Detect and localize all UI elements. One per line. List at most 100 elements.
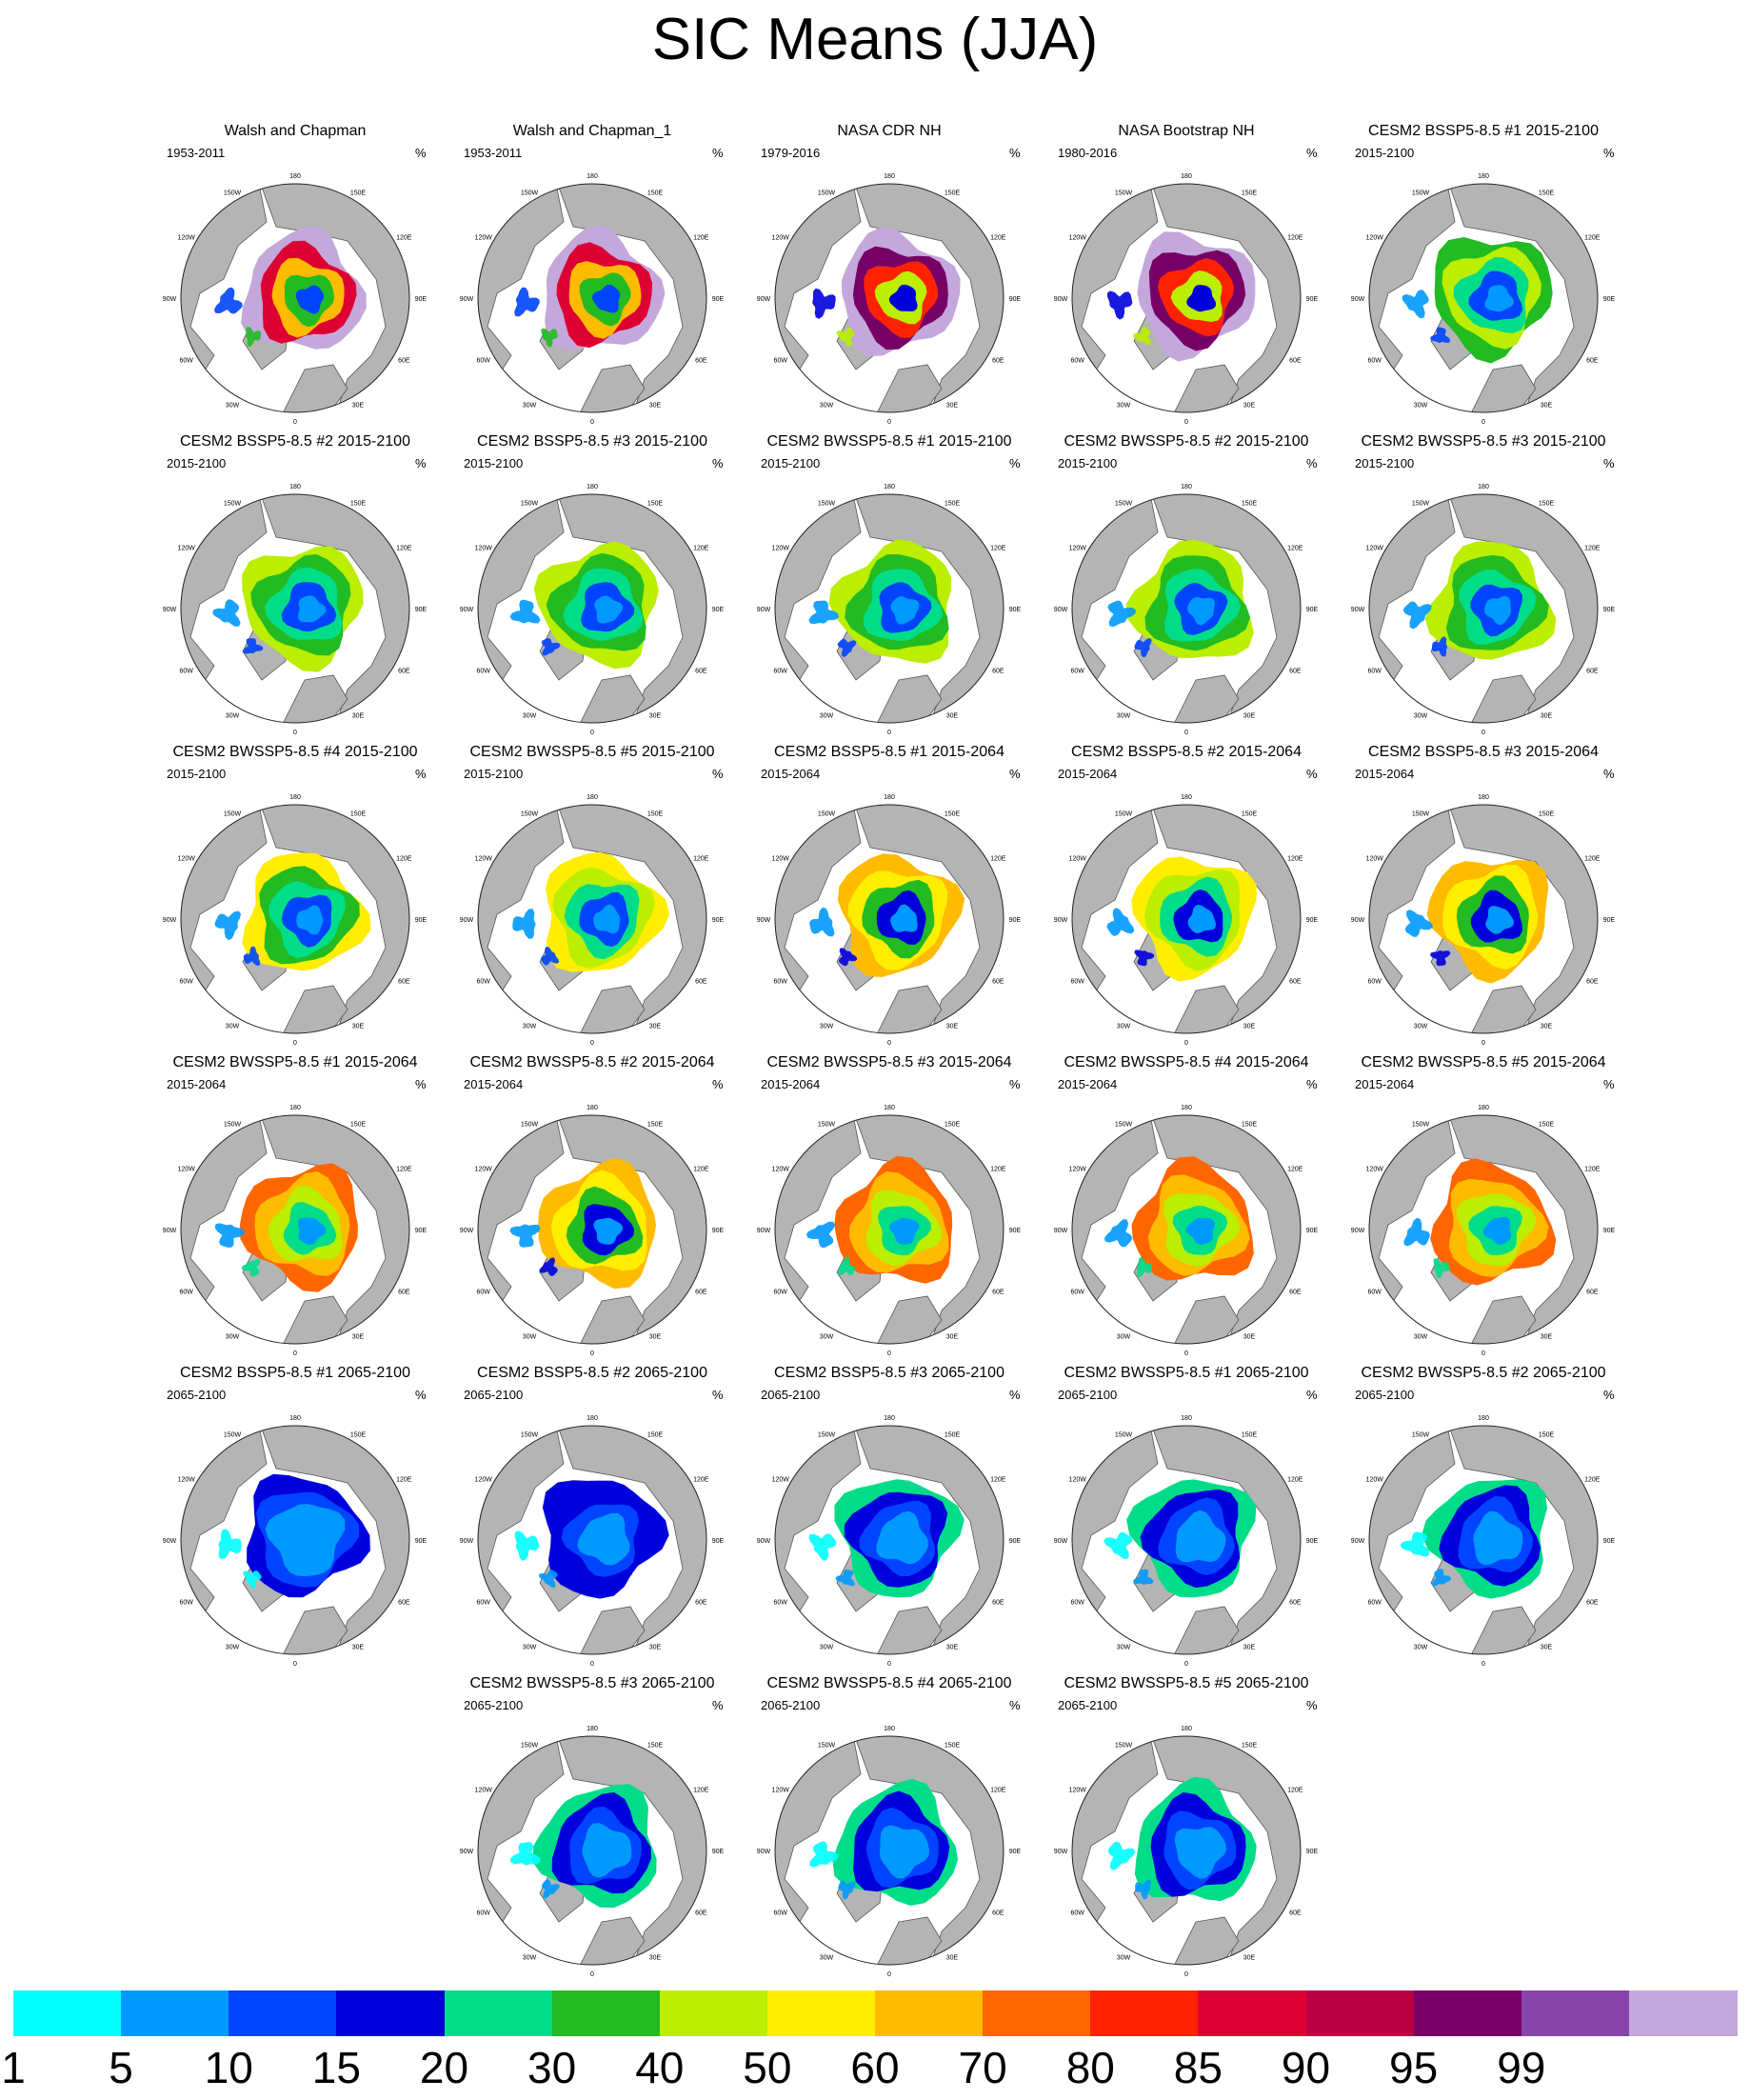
- longitude-label: 90E: [1009, 1538, 1022, 1545]
- longitude-label: 90W: [757, 607, 771, 613]
- longitude-label: 150W: [1115, 810, 1133, 817]
- longitude-label: 90W: [1351, 296, 1365, 303]
- panel-period: 2015-2064: [761, 1077, 821, 1091]
- longitude-label: 90E: [1603, 917, 1616, 924]
- longitude-label: 60W: [773, 1910, 787, 1917]
- panel-period: 2065-2100: [464, 1388, 524, 1402]
- longitude-label: 0: [1184, 1971, 1188, 1978]
- panel-period: 1953-2011: [464, 146, 523, 160]
- longitude-label: 90W: [163, 607, 177, 613]
- longitude-label: 90W: [163, 1538, 177, 1545]
- panel-title: CESM2 BWSSP5-8.5 #5 2015-2064: [1361, 1054, 1606, 1070]
- longitude-label: 120W: [475, 856, 493, 863]
- longitude-label: 120E: [693, 1788, 709, 1794]
- longitude-label: 30E: [946, 403, 959, 410]
- longitude-label: 120W: [772, 1477, 790, 1484]
- panel-period: 1953-2011: [167, 146, 226, 160]
- map-panel: CESM2 BSSP5-8.5 #1 2015-2064 2015-2064% 18…: [746, 743, 1032, 1047]
- longitude-label: 30W: [1414, 403, 1428, 410]
- polar-stereographic-map: 180 150E 120E 90E 60E 30E 0 30W 60W 90W 120W 150W: [460, 1105, 725, 1357]
- longitude-label: 60E: [398, 358, 410, 365]
- longitude-label: 0: [1482, 1040, 1485, 1047]
- panel-unit: %: [1603, 1077, 1615, 1091]
- longitude-label: 30W: [523, 1645, 537, 1651]
- longitude-label: 90E: [415, 607, 428, 613]
- longitude-label: 0: [590, 730, 594, 736]
- longitude-label: 120W: [1366, 235, 1384, 242]
- longitude-label: 120W: [772, 1167, 790, 1173]
- longitude-label: 0: [590, 1040, 594, 1047]
- map-panel: CESM2 BWSSP5-8.5 #1 2015-2064 2015-2064% 1…: [152, 1053, 438, 1357]
- longitude-label: 30W: [226, 403, 240, 410]
- longitude-label: 120E: [990, 1167, 1006, 1173]
- longitude-label: 180: [1478, 484, 1489, 490]
- colorbar-label: 30: [527, 2043, 577, 2092]
- map-panel: CESM2 BWSSP5-8.5 #4 2065-2100 2065-2100% 1…: [746, 1674, 1032, 1978]
- map-panel: CESM2 BWSSP5-8.5 #2 2015-2064 2015-2064% 1…: [449, 1053, 735, 1357]
- longitude-label: 60E: [1586, 358, 1599, 365]
- longitude-label: 150E: [1539, 810, 1555, 817]
- polar-stereographic-map: 180 150E 120E 90E 60E 30E 0 30W 60W 90W 120W 150W: [1351, 1415, 1616, 1668]
- longitude-label: 0: [293, 1350, 297, 1357]
- longitude-label: 120W: [178, 856, 196, 863]
- longitude-label: 90E: [1603, 1538, 1616, 1545]
- longitude-label: 90W: [1351, 1228, 1365, 1234]
- longitude-label: 30W: [523, 1024, 537, 1030]
- panel-unit: %: [1603, 456, 1615, 470]
- longitude-label: 60W: [1070, 1910, 1084, 1917]
- panel-title: CESM2 BSSP5-8.5 #3 2015-2100: [477, 433, 707, 450]
- longitude-label: 120E: [1287, 235, 1303, 242]
- panel-period: 2065-2100: [761, 1698, 821, 1712]
- panel-title: CESM2 BWSSP5-8.5 #2 2015-2064: [469, 1054, 715, 1070]
- longitude-label: 150E: [1242, 500, 1258, 507]
- longitude-label: 60W: [476, 1600, 490, 1607]
- colorbar-swatch: [983, 1990, 1091, 2036]
- longitude-label: 60W: [476, 669, 490, 675]
- longitude-label: 120W: [475, 546, 493, 552]
- longitude-label: 60W: [1367, 1600, 1382, 1607]
- longitude-label: 0: [887, 1350, 891, 1357]
- map-panel: NASA CDR NH 1979-2016% 180 150E 120E 90E 60E 30…: [746, 122, 1032, 426]
- longitude-label: 90E: [1009, 607, 1022, 613]
- longitude-label: 180: [1181, 794, 1192, 801]
- panel-title: CESM2 BWSSP5-8.5 #5 2065-2100: [1064, 1675, 1309, 1691]
- longitude-label: 0: [1482, 1661, 1485, 1668]
- panel-unit: %: [1306, 1077, 1318, 1091]
- longitude-label: 150W: [1115, 1431, 1133, 1438]
- longitude-label: 150W: [1412, 810, 1430, 817]
- longitude-label: 180: [289, 1415, 301, 1422]
- longitude-label: 30E: [946, 1955, 959, 1962]
- panel-unit: %: [712, 1077, 724, 1091]
- longitude-label: 60W: [1070, 1600, 1084, 1607]
- longitude-label: 120W: [1069, 856, 1087, 863]
- colorbar-label: 40: [635, 2043, 685, 2092]
- longitude-label: 90E: [712, 917, 725, 924]
- longitude-label: 60W: [476, 979, 490, 986]
- longitude-label: 120E: [1584, 1167, 1601, 1173]
- panel-title: CESM2 BWSSP5-8.5 #5 2015-2100: [469, 744, 715, 760]
- longitude-label: 0: [887, 1971, 891, 1978]
- longitude-label: 120W: [1069, 235, 1087, 242]
- longitude-label: 120W: [772, 1788, 790, 1794]
- longitude-label: 120W: [475, 235, 493, 242]
- polar-stereographic-map: 180 150E 120E 90E 60E 30E 0 30W 60W 90W 120W 150W: [1054, 173, 1319, 426]
- longitude-label: 180: [884, 1415, 895, 1422]
- colorbar-swatch: [1413, 1990, 1522, 2036]
- longitude-label: 120E: [1584, 856, 1601, 863]
- panel-title: CESM2 BSSP5-8.5 #1 2015-2064: [774, 744, 1004, 760]
- map-panel: CESM2 BSSP5-8.5 #2 2015-2100 2015-2100% 18…: [152, 432, 438, 736]
- longitude-label: 0: [887, 1661, 891, 1668]
- longitude-label: 60E: [992, 358, 1004, 365]
- map-panel: CESM2 BSSP5-8.5 #3 2015-2064 2015-2064% 18…: [1341, 743, 1626, 1047]
- longitude-label: 0: [887, 1040, 891, 1047]
- longitude-label: 150W: [1115, 500, 1133, 507]
- map-panel: CESM2 BSSP5-8.5 #2 2015-2064 2015-2064% 18…: [1044, 743, 1329, 1047]
- longitude-label: 60E: [992, 1910, 1004, 1917]
- longitude-label: 30E: [1243, 403, 1256, 410]
- map-panel: CESM2 BWSSP5-8.5 #3 2015-2064 2015-2064% 1…: [746, 1053, 1032, 1357]
- panel-period: 2015-2100: [1355, 456, 1415, 470]
- panel-unit: %: [712, 456, 724, 470]
- colorbar-swatch: [121, 1990, 229, 2036]
- colorbar-swatch: [875, 1990, 984, 2036]
- longitude-label: 60W: [1070, 669, 1084, 675]
